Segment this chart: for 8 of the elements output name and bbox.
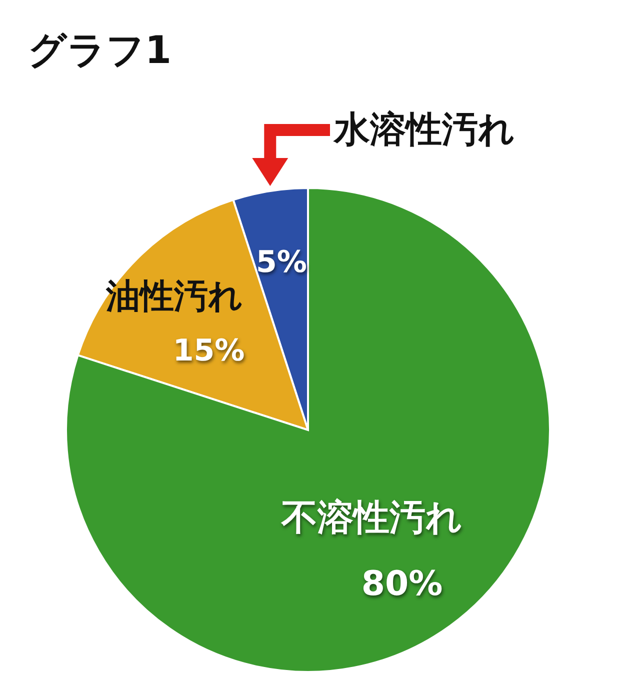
chart-title: グラフ1: [28, 28, 172, 72]
slice-label: 不溶性汚れ: [280, 498, 463, 539]
data-label: 5%: [256, 245, 307, 280]
pie-slice: [65, 187, 551, 673]
data-label: 80%: [361, 564, 443, 604]
slice-label: 油性汚れ: [105, 276, 244, 317]
data-label: 15%: [172, 333, 245, 368]
slice-label: 水溶性汚れ: [333, 110, 515, 150]
